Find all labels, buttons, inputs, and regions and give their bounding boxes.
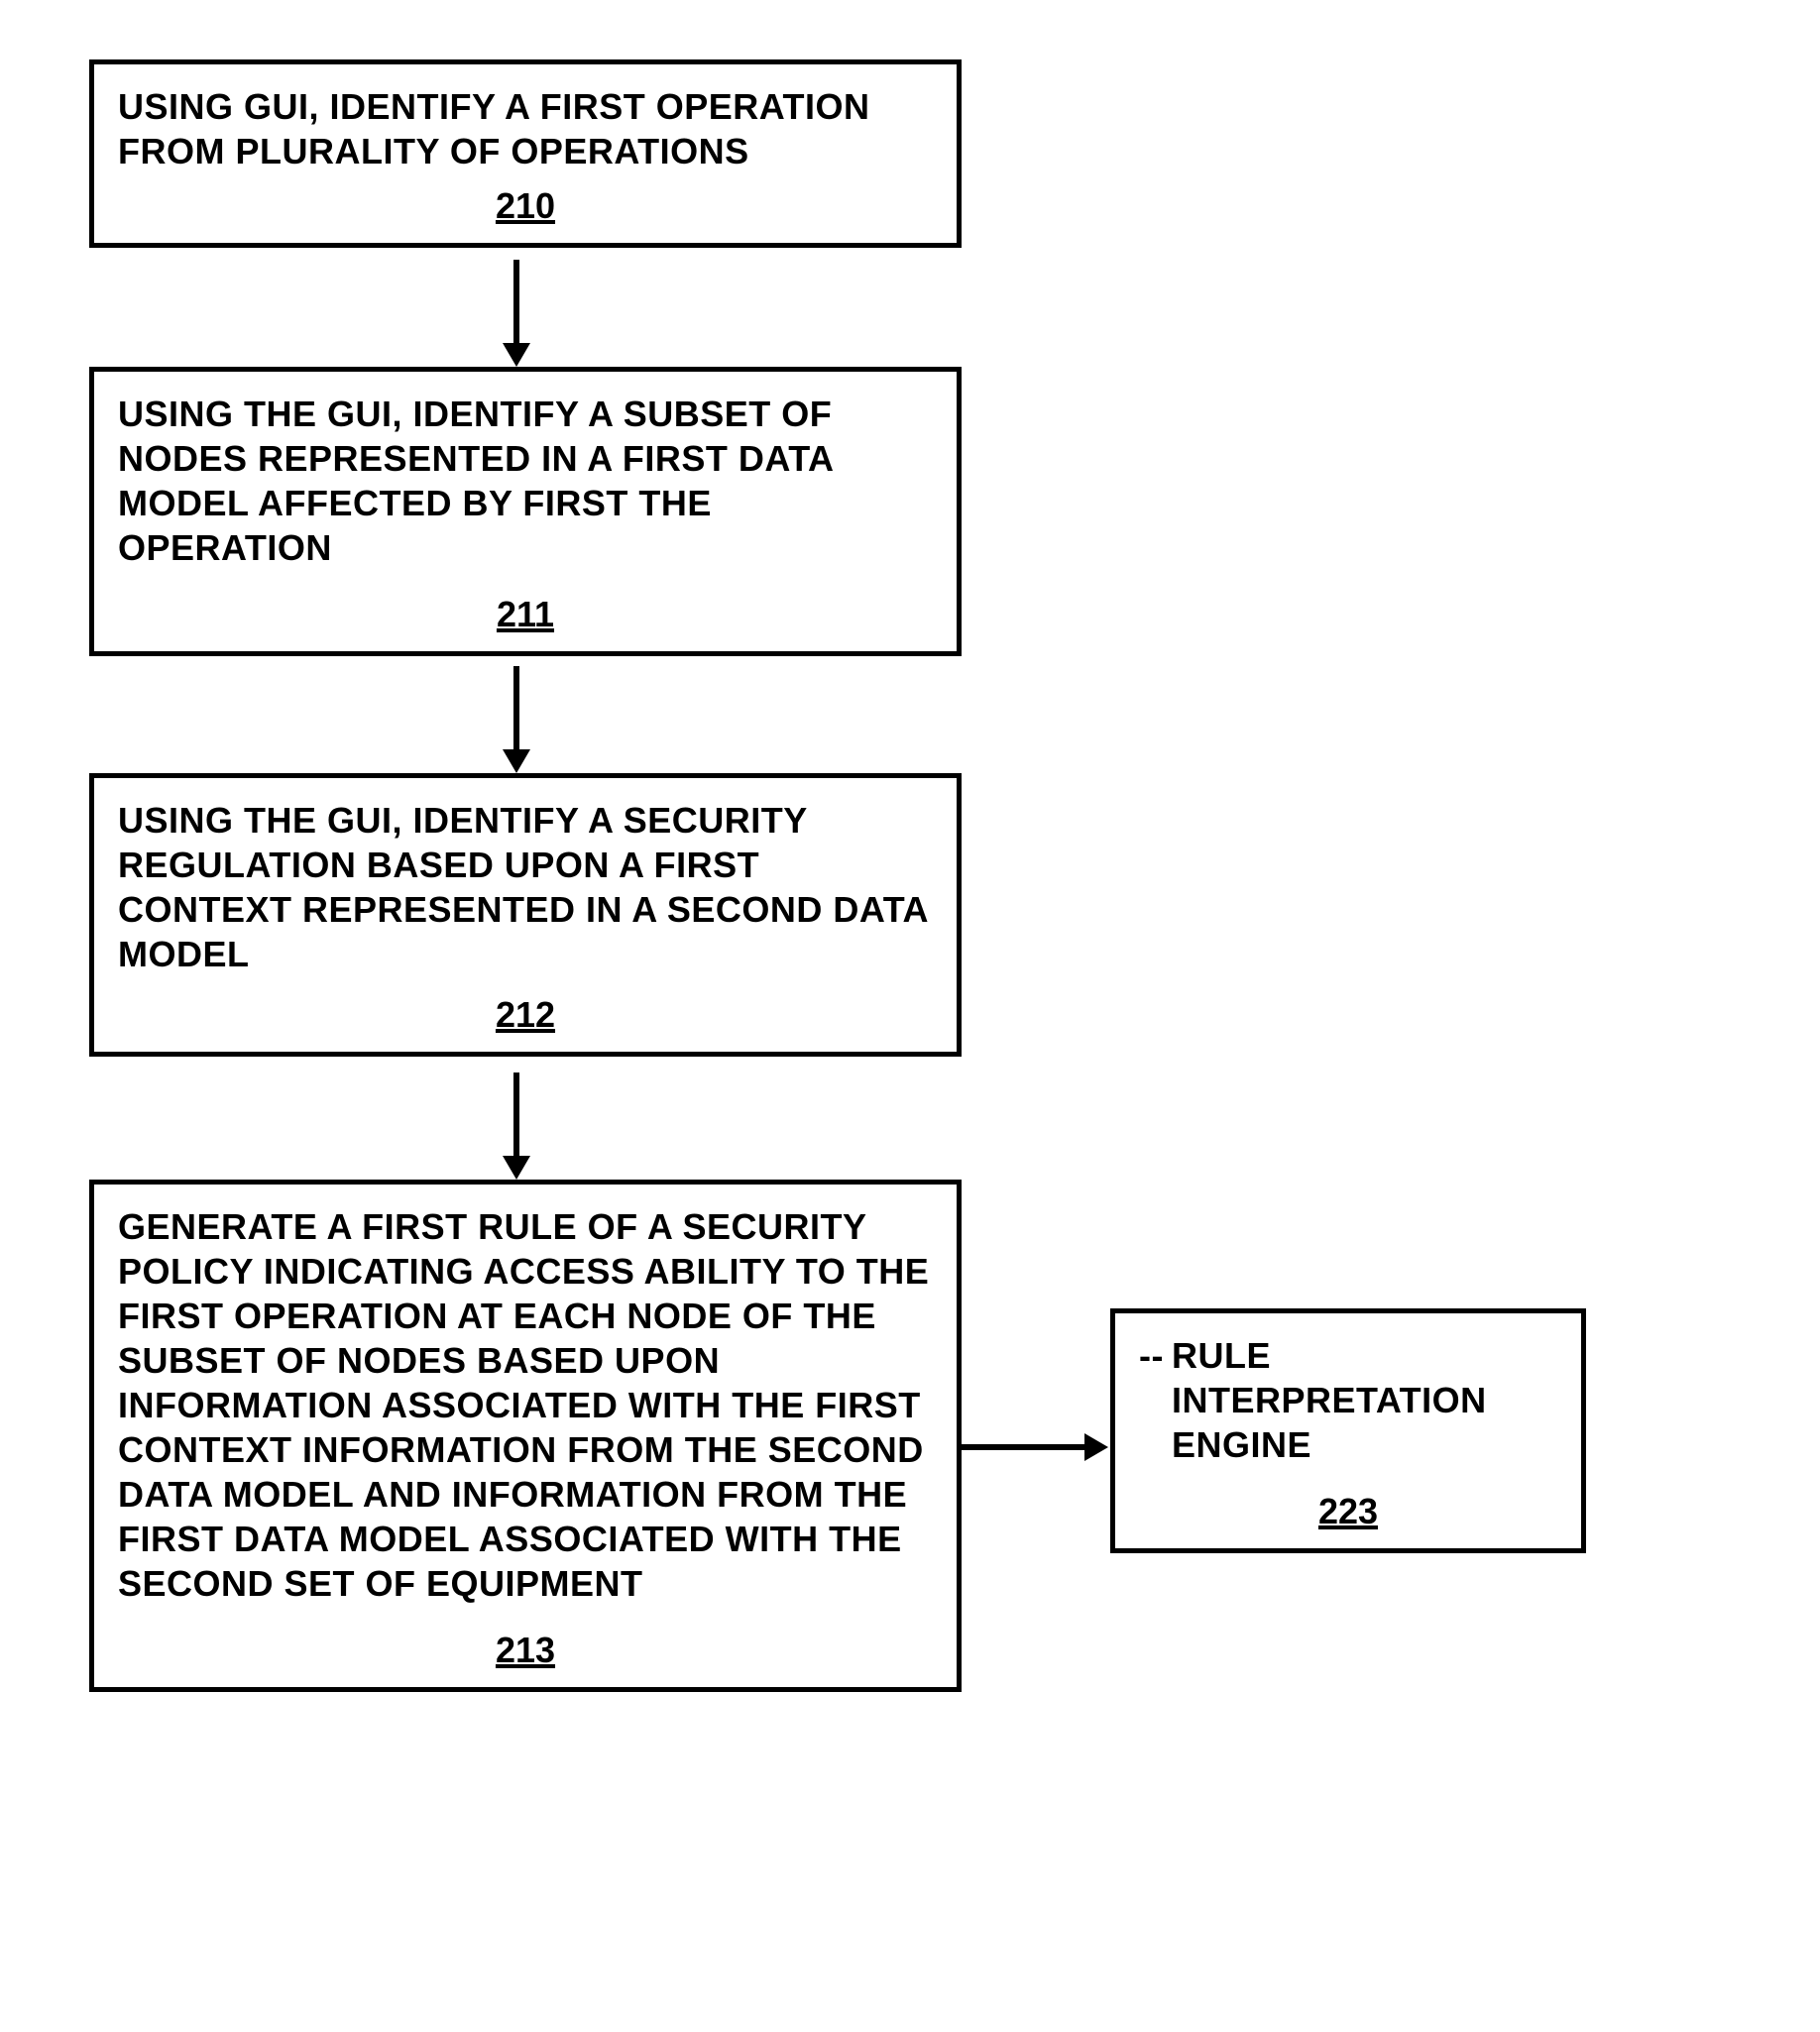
flow-box-213-text: GENERATE A FIRST RULE OF A SECURITY POLI… xyxy=(118,1204,933,1606)
flow-box-210: USING GUI, IDENTIFY A FIRST OPERATION FR… xyxy=(89,59,962,248)
arrow-212-213-line xyxy=(513,1072,519,1160)
flow-box-210-text: USING GUI, IDENTIFY A FIRST OPERATION FR… xyxy=(118,84,933,173)
arrow-211-212-line xyxy=(513,666,519,753)
arrow-210-211-line xyxy=(513,260,519,347)
arrow-213-223-head xyxy=(1084,1433,1108,1461)
flow-box-223-line3: ENGINE xyxy=(1172,1422,1487,1467)
arrow-211-212-head xyxy=(503,749,530,773)
arrow-213-223-line xyxy=(962,1444,1088,1450)
arrow-210-211-head xyxy=(503,343,530,367)
flow-box-211: USING THE GUI, IDENTIFY A SUBSET OF NODE… xyxy=(89,367,962,656)
flow-box-223-number: 223 xyxy=(1139,1491,1557,1532)
arrow-212-213-head xyxy=(503,1156,530,1180)
flow-box-213-number: 213 xyxy=(118,1630,933,1671)
flow-box-223-line1: RULE xyxy=(1172,1333,1487,1378)
flow-box-223: -- RULE INTERPRETATION ENGINE 223 xyxy=(1110,1308,1586,1553)
flow-box-211-text: USING THE GUI, IDENTIFY A SUBSET OF NODE… xyxy=(118,392,933,570)
flow-box-212-number: 212 xyxy=(118,994,933,1036)
flow-box-212-text: USING THE GUI, IDENTIFY A SECURITY REGUL… xyxy=(118,798,933,976)
flow-box-210-number: 210 xyxy=(118,185,933,227)
flow-box-223-dash: -- xyxy=(1139,1333,1164,1378)
flowchart-container: USING GUI, IDENTIFY A FIRST OPERATION FR… xyxy=(40,40,1780,1992)
flow-box-223-text-wrap: -- RULE INTERPRETATION ENGINE xyxy=(1139,1333,1557,1467)
flow-box-212: USING THE GUI, IDENTIFY A SECURITY REGUL… xyxy=(89,773,962,1057)
flow-box-223-line2: INTERPRETATION xyxy=(1172,1378,1487,1422)
flow-box-211-number: 211 xyxy=(118,594,933,635)
flow-box-213: GENERATE A FIRST RULE OF A SECURITY POLI… xyxy=(89,1180,962,1692)
